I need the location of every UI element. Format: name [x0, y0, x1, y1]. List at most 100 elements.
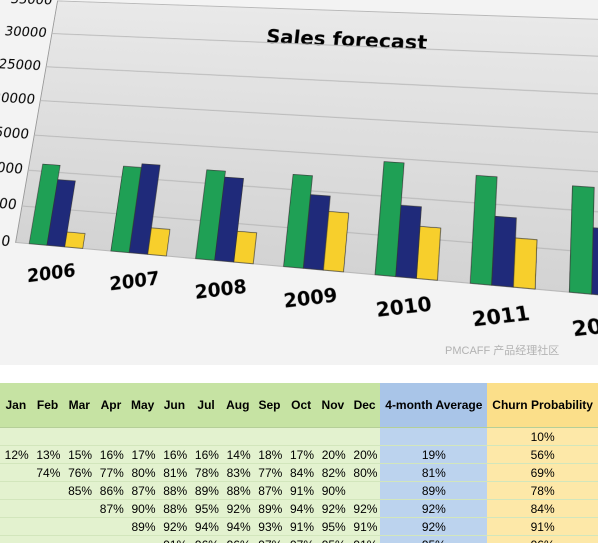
table-cell: 93% [253, 517, 286, 536]
table-cell [317, 427, 349, 446]
table: Jan Feb Mar Apr May Jun Jul Aug Sep Oct Nov Dec 4-mo… [0, 383, 598, 543]
table-cell: 95% [317, 535, 349, 543]
table-cell: 87% [126, 481, 159, 500]
table-cell: 95% [190, 499, 222, 518]
table-cell [0, 517, 32, 536]
table-cell: 86% [95, 481, 127, 500]
table-cell: 90% [317, 481, 349, 500]
table-row: 74% 76% 77% 80% 81% 78% 83% 77% 84% 82% 80% 81% 69% [0, 463, 598, 482]
column-header: Feb [31, 383, 64, 428]
x-tick-label: 2008 [194, 276, 247, 304]
table-cell [31, 427, 64, 446]
table-cell [0, 535, 32, 543]
column-header: May [126, 383, 159, 428]
table-cell [63, 427, 96, 446]
table-cell: 88% [221, 481, 254, 500]
table-cell: 78% [487, 481, 598, 500]
table-cell: 97% [285, 535, 318, 543]
table-cell [348, 481, 381, 500]
column-header: Dec [348, 383, 381, 428]
table-cell: 94% [190, 517, 222, 536]
chart-photo: Sales forecast 0 5000 10000 15000 20000 25000… [0, 0, 598, 365]
table-cell: 83% [221, 463, 254, 482]
table-cell: 94% [221, 517, 254, 536]
table-cell [0, 481, 32, 500]
table-cell: 91% [348, 517, 381, 536]
bar [129, 164, 160, 254]
table-cell: 18% [253, 445, 286, 464]
table-cell: 89% [126, 517, 159, 536]
table-cell [158, 427, 191, 446]
table-cell: 17% [126, 445, 159, 464]
table-cell: 92% [348, 499, 381, 518]
table-cell: 19% [380, 445, 488, 464]
column-header: Oct [285, 383, 318, 428]
table-cell [31, 517, 64, 536]
watermark: PMCAFF 产品经理社区 [445, 345, 560, 357]
table-cell: 91% [285, 481, 318, 500]
table-cell [126, 427, 159, 446]
table-cell [63, 535, 96, 543]
table-cell: 77% [95, 463, 127, 482]
table-row: 87% 90% 88% 95% 92% 89% 94% 92% 92% 92% 84% [0, 499, 598, 518]
column-header: Jun [158, 383, 191, 428]
table-cell [0, 499, 32, 518]
bar [416, 226, 440, 280]
table-row: 89% 92% 94% 94% 93% 91% 95% 91% 92% 91% [0, 517, 598, 536]
bar [29, 164, 60, 245]
table-cell: 15% [63, 445, 96, 464]
table-row: 10% [0, 427, 598, 446]
y-tick-label: 25000 [0, 57, 42, 75]
table-cell: 92% [380, 517, 488, 536]
table-cell: 95% [380, 535, 488, 543]
bar [569, 186, 594, 294]
table-cell: 87% [95, 499, 127, 518]
table-cell [95, 427, 127, 446]
table-cell: 92% [158, 517, 191, 536]
table-cell: 94% [285, 499, 318, 518]
table-cell [126, 535, 159, 543]
table-cell: 87% [253, 481, 286, 500]
column-header: Mar [63, 383, 96, 428]
table-cell: 89% [190, 481, 222, 500]
chart: Sales forecast 0500010000150002000025000… [0, 0, 598, 341]
table-cell: 88% [158, 499, 191, 518]
y-tick-label: 10000 [0, 159, 24, 179]
table-cell: 97% [253, 535, 286, 543]
table-cell [285, 427, 318, 446]
table-cell: 85% [63, 481, 96, 500]
table-cell: 12% [0, 445, 32, 464]
table-cell: 81% [158, 463, 191, 482]
bar [47, 180, 75, 247]
table-cell [380, 427, 488, 446]
table-row: 85% 86% 87% 88% 89% 88% 87% 91% 90% 89% 78% [0, 481, 598, 500]
table-area: Jan Feb Mar Apr May Jun Jul Aug Sep Oct Nov Dec 4-mo… [0, 383, 598, 543]
table-cell: 80% [348, 463, 381, 482]
table-cell: 14% [221, 445, 254, 464]
y-tick-label: 15000 [0, 124, 30, 143]
bar [111, 166, 142, 252]
table-cell: 69% [487, 463, 598, 482]
table-cell: 92% [380, 499, 488, 518]
x-tick-label: 2012 [570, 311, 598, 341]
bar [234, 231, 257, 264]
y-tick-label: 35000 [9, 0, 53, 8]
bar [148, 228, 170, 256]
table-cell: 92% [317, 499, 349, 518]
column-header: Churn Probability [487, 383, 598, 428]
table-cell: 96% [487, 535, 598, 543]
table-cell [95, 535, 127, 543]
y-tick-label: 20000 [0, 90, 36, 108]
table-cell [221, 427, 254, 446]
column-header: Nov [317, 383, 349, 428]
chart-plane: Sales forecast 0 5000 10000 15000 20000 25000… [0, 0, 598, 341]
table-cell: 20% [348, 445, 381, 464]
table-cell: 84% [487, 499, 598, 518]
table-cell: 96% [190, 535, 222, 543]
column-header: 4-month Average [380, 383, 488, 428]
table-cell: 80% [126, 463, 159, 482]
bar [215, 177, 244, 262]
table-cell: 84% [285, 463, 318, 482]
table-cell [31, 481, 64, 500]
